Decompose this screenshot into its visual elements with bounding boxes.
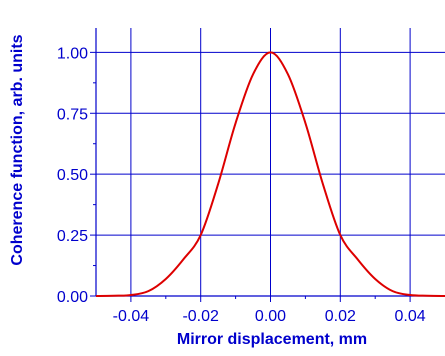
x-tick-label: 0.02 bbox=[325, 308, 356, 325]
y-tick-label: 0.75 bbox=[57, 106, 88, 123]
coherence-curve bbox=[95, 51, 445, 297]
tick-label-layer: -0.04 -0.02 0.00 0.02 0.04 0.00 0.25 0.50 0.75 1.… bbox=[57, 45, 426, 325]
x-tick-label: -0.02 bbox=[182, 308, 219, 325]
series-layer bbox=[95, 51, 445, 297]
grid-layer bbox=[96, 28, 445, 297]
x-tick-label: -0.04 bbox=[113, 308, 150, 325]
x-tick-label: 0.00 bbox=[255, 308, 286, 325]
x-tick-label: 0.04 bbox=[395, 308, 426, 325]
y-tick-label: 0.50 bbox=[57, 167, 88, 184]
x-axis-title: Mirror displacement, mm bbox=[177, 331, 367, 348]
tick-layer bbox=[90, 28, 445, 302]
y-tick-label: 0.00 bbox=[57, 289, 88, 306]
y-axis-title: Coherence function, arb. units bbox=[9, 34, 26, 265]
y-tick-label: 1.00 bbox=[57, 45, 88, 62]
y-tick-label: 0.25 bbox=[57, 228, 88, 245]
